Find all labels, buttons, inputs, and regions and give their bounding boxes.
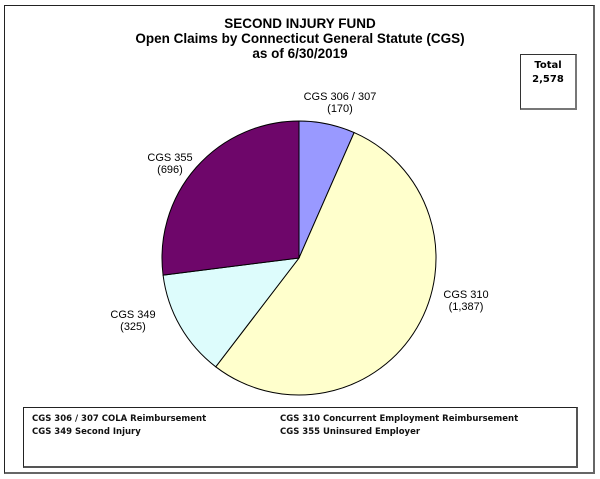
slice-value-label: (1,387) [449,301,484,313]
pie-slice [162,257,301,368]
chart-date: as of 6/30/2019 [252,46,348,61]
legend-item: CGS 355 Uninsured Employer [280,427,421,437]
slice-value-label: (170) [327,103,353,115]
slice-label: CGS 349 [110,309,155,321]
chart-subtitle: Open Claims by Connecticut General Statu… [135,31,465,46]
total-label: Total [534,60,562,71]
slice-label: CGS 310 [443,289,488,301]
pie-slice [215,131,437,396]
legend-item: CGS 310 Concurrent Employment Reimbursem… [280,414,519,424]
total-value: 2,578 [532,74,564,85]
slice-value-label: (325) [120,321,146,333]
slice-label: CGS 306 / 307 [304,91,377,103]
chart-frame [4,5,595,474]
chart-title: SECOND INJURY FUND [224,16,376,31]
slice-label: CGS 355 [147,152,192,164]
legend-item: CGS 349 Second Injury [32,427,141,437]
slice-value-label: (696) [157,164,183,176]
legend-box: CGS 306 / 307 COLA Reimbursement CGS 310… [23,407,578,468]
pie-slice [161,120,300,276]
total-box: Total 2,578 [520,54,577,110]
legend-item: CGS 306 / 307 COLA Reimbursement [32,414,207,424]
